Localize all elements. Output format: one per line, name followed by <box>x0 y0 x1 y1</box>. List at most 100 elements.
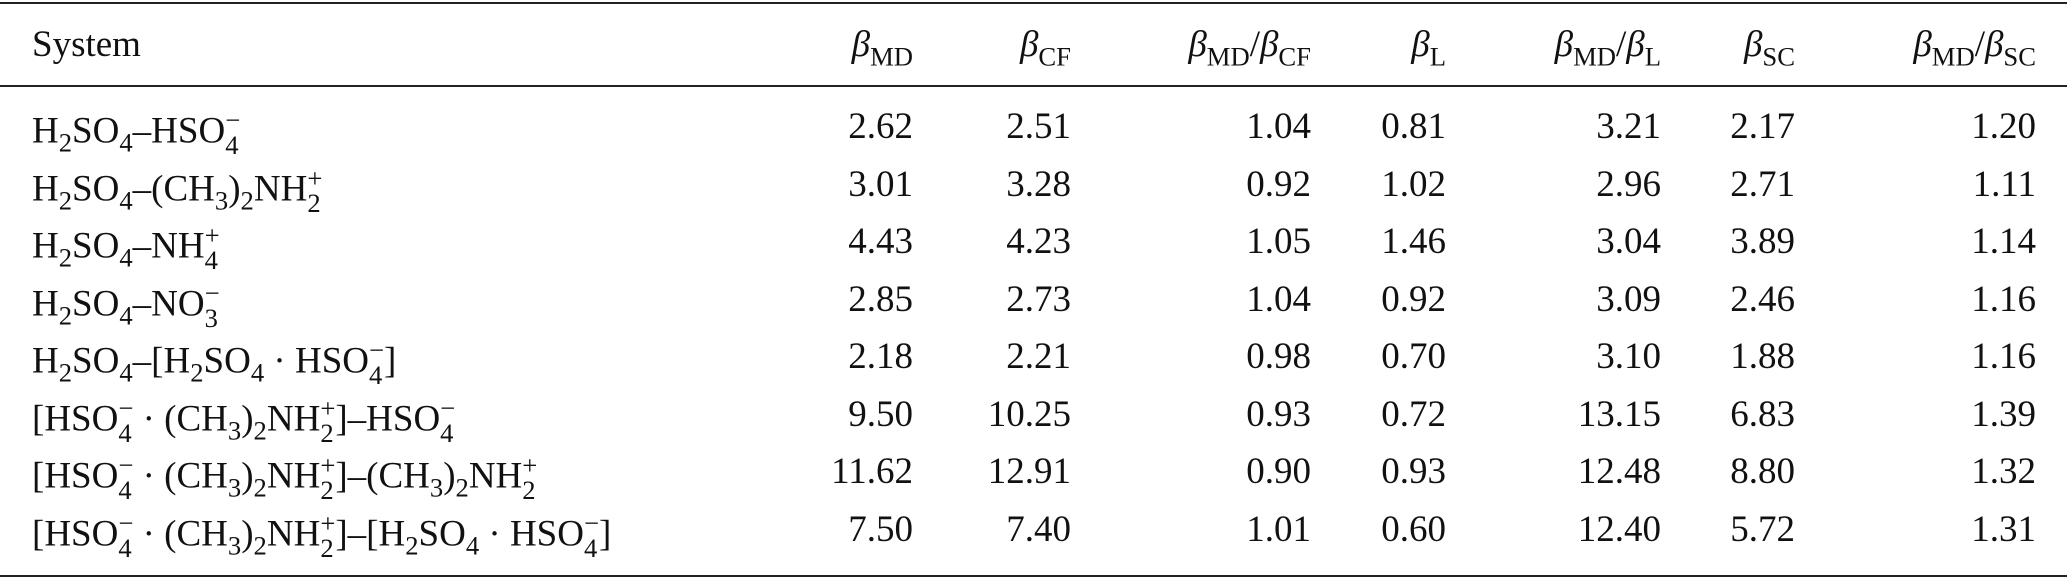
top-rule <box>0 2 2067 4</box>
subscript: 4 <box>118 475 132 506</box>
variable: β <box>1259 24 1279 65</box>
value-cell: 11.62 <box>831 451 913 492</box>
value-cell: 2.21 <box>1006 336 1071 377</box>
sub-sup: +2 <box>522 450 538 504</box>
value-cell: 2.18 <box>848 336 913 377</box>
text: –[H <box>132 340 191 382</box>
value-cell: 1.05 <box>1246 221 1311 262</box>
text: SO <box>418 512 466 554</box>
value-cell: 5.72 <box>1730 508 1795 550</box>
subscript: SC <box>2003 41 2036 72</box>
variable: β <box>1984 24 2004 65</box>
variable: β <box>1743 24 1763 65</box>
superscript: + <box>522 450 538 480</box>
value-cell: 12.48 <box>1577 451 1661 492</box>
value-cell: 1.31 <box>1971 508 2036 550</box>
superscript: − <box>118 450 134 480</box>
value-cell: 1.14 <box>1971 221 2036 262</box>
header-cell: βMD/βSC <box>1913 26 2036 70</box>
sub-sup: +4 <box>204 222 220 276</box>
text: / <box>1974 24 1985 65</box>
text: SO <box>72 340 120 382</box>
value-cell: 7.40 <box>1006 508 1071 550</box>
value-cell: 3.89 <box>1730 221 1795 262</box>
subscript: SC <box>1762 41 1795 72</box>
subscript: MD <box>1573 41 1617 72</box>
text: –NO <box>132 282 205 324</box>
value-cell: 1.16 <box>1971 278 2036 320</box>
value-cell: 1.16 <box>1971 336 2036 377</box>
subscript: 3 <box>227 415 242 446</box>
subscript: 4 <box>119 357 133 388</box>
value-cell: 2.62 <box>848 106 913 147</box>
header-cell: βMD <box>852 26 913 70</box>
system-cell: H2SO4–(CH3)2NH +2 <box>32 164 322 216</box>
subscript: 4 <box>119 300 133 331</box>
value-cell: 0.93 <box>1381 451 1446 492</box>
value-cell: 6.83 <box>1730 393 1795 435</box>
sub-sup: −4 <box>118 394 133 446</box>
value-cell: 4.23 <box>1006 221 1071 262</box>
sub-sup: −4 <box>118 450 134 506</box>
value-cell: 13.15 <box>1577 393 1661 435</box>
subscript: CF <box>1038 41 1071 72</box>
value-cell: 0.70 <box>1381 336 1446 377</box>
text: · HSO <box>479 512 584 554</box>
subscript: 4 <box>250 357 265 388</box>
value-cell: 0.60 <box>1381 508 1446 550</box>
text: · (CH <box>133 512 228 554</box>
value-cell: 1.32 <box>1971 451 2036 492</box>
header-cell: βCF <box>1020 26 1071 70</box>
text: H <box>32 282 59 324</box>
text: NH <box>253 167 308 209</box>
subscript: 2 <box>253 415 267 446</box>
subscript: 2 <box>253 472 267 503</box>
text: ) <box>443 455 456 497</box>
system-cell: H2SO4–NH +4 <box>32 222 220 276</box>
sub-sup: −4 <box>369 335 385 389</box>
superscript: − <box>204 277 220 308</box>
text: SO <box>72 225 120 267</box>
value-cell: 0.90 <box>1246 451 1311 492</box>
value-cell: 1.46 <box>1381 221 1446 262</box>
text: ) <box>228 167 241 209</box>
superscript: − <box>369 335 385 365</box>
sub-sup: −4 <box>583 507 599 563</box>
text: NH <box>468 455 523 497</box>
value-cell: 0.98 <box>1246 336 1311 377</box>
value-cell: 12.40 <box>1577 508 1661 550</box>
text: System <box>32 24 141 65</box>
subscript: 2 <box>320 532 334 563</box>
value-cell: 2.96 <box>1596 163 1661 205</box>
text: SO <box>72 167 120 209</box>
subscript: 4 <box>465 530 480 561</box>
variable: β <box>1626 24 1645 65</box>
subscript: MD <box>1206 41 1250 72</box>
subscript: 4 <box>119 242 133 273</box>
subscript: 2 <box>320 417 334 448</box>
text: · (CH <box>133 455 228 497</box>
subscript: 4 <box>204 245 218 276</box>
superscript: + <box>320 450 336 480</box>
subscript: 2 <box>58 357 73 388</box>
subscript: 4 <box>583 532 598 563</box>
subscript: 2 <box>253 530 267 561</box>
subscript: 2 <box>240 185 254 216</box>
text: ) <box>241 397 254 439</box>
sub-sup: −3 <box>204 277 220 331</box>
value-cell: 4.43 <box>848 221 913 262</box>
value-cell: 2.71 <box>1730 163 1795 205</box>
value-cell: 3.09 <box>1596 278 1661 320</box>
sub-sup: −4 <box>118 507 134 561</box>
superscript: − <box>440 392 456 423</box>
superscript: − <box>583 507 599 538</box>
text: SO <box>72 110 120 152</box>
subscript: 2 <box>405 530 419 561</box>
superscript: − <box>118 507 134 538</box>
header-rule <box>0 85 2067 87</box>
system-cell: H2SO4–HSO −4 <box>32 107 240 159</box>
sub-sup: −4 <box>440 392 456 446</box>
text: H <box>32 167 59 209</box>
subscript: 3 <box>429 472 444 503</box>
